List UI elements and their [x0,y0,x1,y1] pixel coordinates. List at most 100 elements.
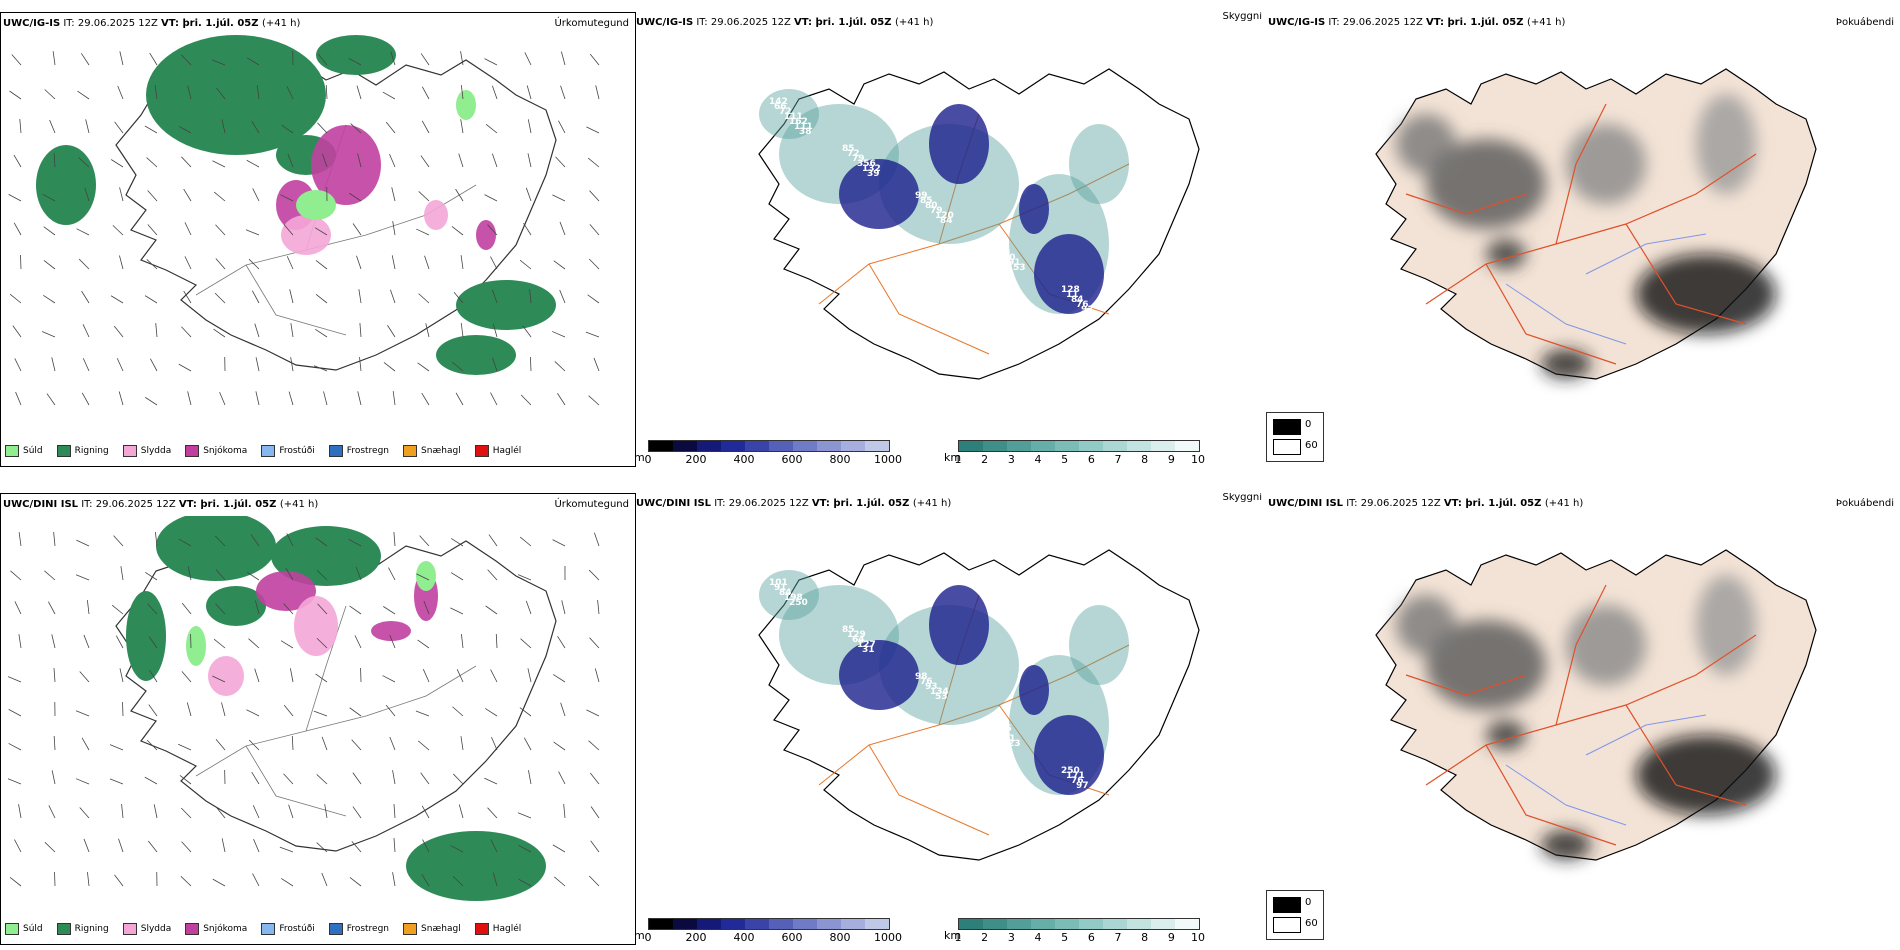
visibility-map: 1018598104250911297612517184649374761981… [758,549,1200,861]
wind-barb [51,634,56,649]
wind-barb [393,804,396,819]
wind-barb [418,191,430,202]
wind-barb [254,323,260,338]
wind-barb [315,673,328,683]
wind-barb [523,737,532,751]
cloudbase-value-label: 53 [1013,263,1026,273]
colorbar-segment [649,919,673,929]
wind-barb [325,84,328,100]
wind-barb [487,224,498,236]
colorbar-segment [983,919,1007,929]
legend-swatch [328,445,343,457]
legend-swatch [403,445,418,457]
wind-barb [420,772,430,785]
wind-barb [43,294,56,304]
legend-label: Haglél [492,924,522,934]
wind-barb [553,260,566,270]
wind-barb [18,804,22,819]
wind-barb [389,153,396,168]
wind-barb [154,85,158,100]
colorbar-unit: km [944,451,962,464]
fog-legend: 0 60 [1266,890,1324,940]
wind-barb [487,569,498,581]
cloudbase-value-label: 85 [920,196,933,206]
wind-barb [450,607,464,615]
wind-barb [392,391,396,406]
cloudbase-value-label: 250 [789,598,808,608]
wind-barb [9,876,22,887]
cloudbase-value-label: 84 [1071,295,1084,305]
iceland-layer [115,516,557,901]
panel-title: Skyggni [1222,493,1262,503]
wind-barb [452,875,464,887]
wind-barb [416,573,430,581]
legend-item: Haglél [474,923,522,935]
colorbar-segment [983,441,1007,451]
wind-barb [256,85,260,100]
wind-barb [451,538,464,547]
legend-swatch [122,445,137,457]
panel-visibility-igis: UWC/IG-IS IT: 29.06.2025 12Z VT: þri. 1.… [634,12,1268,467]
wind-barb [41,331,56,338]
wind-barb [110,295,124,304]
wind-barb [213,638,226,649]
wind-barb [8,709,22,717]
wind-barb [415,710,430,717]
wind-barb [181,326,192,338]
cloudbase-value-label: 356 [857,159,876,169]
wind-barb [178,125,192,134]
wind-barb [212,675,226,683]
wind-barb [181,156,192,168]
wind-barb [281,124,294,134]
wind-barb [315,260,328,270]
wind-barb [349,877,362,887]
wind-barb [461,634,464,649]
wind-barb [524,52,532,66]
wind-barb [314,227,328,236]
wind-barb [147,190,158,202]
wind-barb [450,572,464,581]
colorbar-segment [1127,441,1151,451]
legend-item: Snæhagl [403,445,461,457]
wind-barb [554,361,566,372]
legend-label: Haglél [492,446,522,456]
cloudbase-area [929,585,989,665]
wind-barb [283,224,294,236]
wind-barb [560,51,566,66]
colorbar-tick-label: 800 [829,931,851,944]
wind-barb [180,876,192,887]
wind-barb [285,567,294,581]
wind-barb [43,260,56,270]
wind-barb [594,668,600,683]
wind-barb [350,123,362,134]
wind-barb [75,778,90,785]
wind-barb [75,574,90,581]
colorbar-segment [817,441,841,451]
wind-barb [586,709,600,717]
wind-barb [529,289,532,304]
lead-time: (+41 h) [279,499,319,510]
legend-swatch [403,923,418,935]
colorbar-tick-label: 200 [685,931,707,944]
legend-label: Frostregn [346,924,390,934]
fog-probability-area [1541,349,1591,379]
wind-barb [116,358,124,372]
legend-label: Snjókoma [203,924,248,934]
legend-swatch [5,923,19,935]
road-network [818,113,1130,355]
wind-barb [215,739,226,751]
wind-barb [250,534,260,547]
wind-barb [517,574,532,581]
wind-barb [48,601,56,615]
colorbar-tick-label: 5 [1061,931,1069,944]
cloudbase-colorbar: m 0 200 400 600 800 1000 [634,915,944,945]
colorbar-swatches [648,918,890,930]
wind-barb [147,603,158,615]
colorbar-segment [1055,919,1079,929]
wind-barb [518,878,532,887]
wind-barb [221,702,226,717]
visibility-colorbar: km 1 2 3 4 5 6 7 8 9 10 [944,915,1254,945]
model-source: UWC/IG-IS [1268,17,1326,28]
cloudbase-value-label: 80 [925,201,938,211]
wind-barb [290,323,294,338]
